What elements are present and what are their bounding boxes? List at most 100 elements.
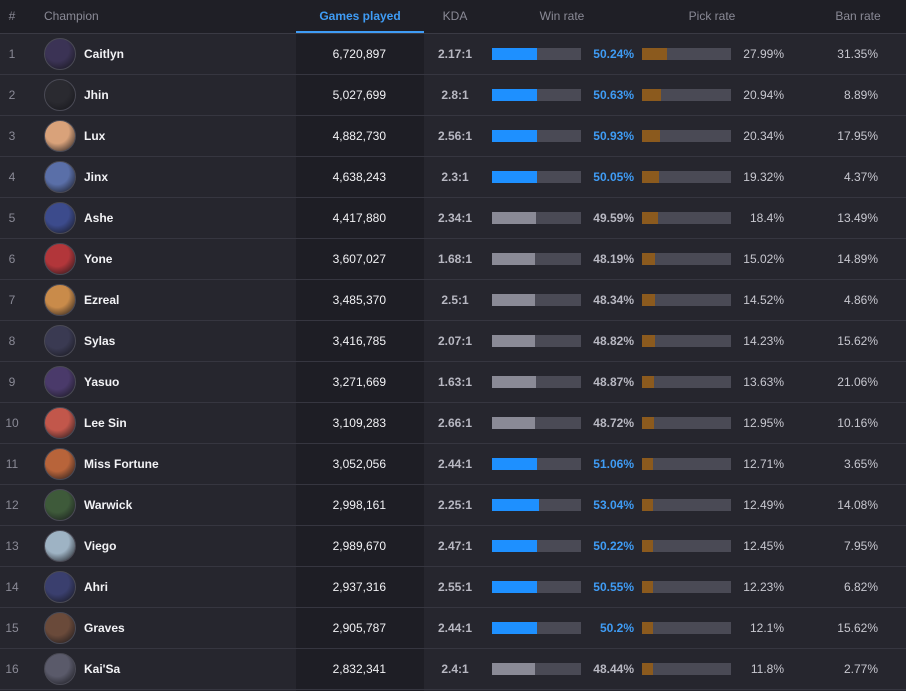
champion-avatar[interactable] — [44, 448, 76, 480]
header-champion[interactable]: Champion — [44, 9, 99, 23]
pick-rate-bar-fill — [642, 622, 653, 634]
champion-name[interactable]: Viego — [84, 539, 117, 553]
champion-avatar[interactable] — [44, 202, 76, 234]
ban-rate-value: 6.82% — [843, 580, 878, 594]
champion-name[interactable]: Graves — [84, 621, 125, 635]
pick-rate-bar — [642, 294, 731, 306]
win-rate-value: 48.82% — [593, 334, 634, 348]
win-rate-bar — [492, 663, 581, 675]
pick-rate-value: 13.63% — [743, 375, 784, 389]
table-header: # Champion Games played KDA Win rate Pic… — [0, 0, 906, 34]
table-row[interactable]: 8 Sylas 3,416,785 2.07:1 48.82% 14.23% 15.62% — [0, 321, 906, 362]
pick-rate-value: 27.99% — [743, 47, 784, 61]
rank-number: 7 — [8, 293, 16, 307]
champion-avatar[interactable] — [44, 161, 76, 193]
win-rate-value: 50.55% — [593, 580, 634, 594]
win-rate-bar-fill — [492, 540, 537, 552]
table-row[interactable]: 4 Jinx 4,638,243 2.3:1 50.05% 19.32% 4.37% — [0, 157, 906, 198]
kda-value: 2.44:1 — [437, 457, 473, 471]
kda-value: 2.25:1 — [437, 498, 473, 512]
win-rate-bar — [492, 499, 581, 511]
pick-rate-value: 11.8% — [750, 662, 784, 676]
champion-name[interactable]: Kai'Sa — [84, 662, 121, 676]
champion-name[interactable]: Lee Sin — [84, 416, 127, 430]
ban-rate-value: 3.65% — [843, 457, 878, 471]
table-row[interactable]: 11 Miss Fortune 3,052,056 2.44:1 51.06% 12.71… — [0, 444, 906, 485]
header-win-rate[interactable]: Win rate — [539, 9, 585, 23]
pick-rate-value: 12.49% — [743, 498, 784, 512]
table-row[interactable]: 14 Ahri 2,937,316 2.55:1 50.55% 12.23% 6.82% — [0, 567, 906, 608]
champion-avatar[interactable] — [44, 489, 76, 521]
kda-value: 2.44:1 — [437, 621, 473, 635]
champion-name[interactable]: Caitlyn — [84, 47, 125, 61]
champion-avatar[interactable] — [44, 612, 76, 644]
header-pick-rate[interactable]: Pick rate — [688, 9, 736, 23]
win-rate-bar — [492, 130, 581, 142]
champion-name[interactable]: Ashe — [84, 211, 114, 225]
games-played-value: 3,607,027 — [332, 252, 386, 266]
win-rate-bar-fill — [492, 212, 537, 224]
champion-avatar[interactable] — [44, 571, 76, 603]
table-row[interactable]: 13 Viego 2,989,670 2.47:1 50.22% 12.45% 7.95% — [0, 526, 906, 567]
champion-avatar[interactable] — [44, 653, 76, 685]
champion-avatar[interactable] — [44, 284, 76, 316]
champion-name[interactable]: Miss Fortune — [84, 457, 159, 471]
champion-name[interactable]: Ezreal — [84, 293, 120, 307]
champion-name[interactable]: Yasuo — [84, 375, 120, 389]
rank-number: 3 — [8, 129, 16, 143]
champion-avatar[interactable] — [44, 243, 76, 275]
champion-avatar[interactable] — [44, 530, 76, 562]
win-rate-bar-fill — [492, 89, 538, 101]
win-rate-bar — [492, 458, 581, 470]
table-row[interactable]: 12 Warwick 2,998,161 2.25:1 53.04% 12.49% 14.0… — [0, 485, 906, 526]
table-row[interactable]: 5 Ashe 4,417,880 2.34:1 49.59% 18.4% 13.49% — [0, 198, 906, 239]
champion-avatar[interactable] — [44, 120, 76, 152]
champion-name[interactable]: Warwick — [84, 498, 133, 512]
header-rank[interactable]: # — [8, 9, 16, 23]
table-row[interactable]: 15 Graves 2,905,787 2.44:1 50.2% 12.1% 15.62% — [0, 608, 906, 649]
pick-rate-value: 14.52% — [743, 293, 784, 307]
ban-rate-value: 14.08% — [837, 498, 878, 512]
pick-rate-value: 12.45% — [743, 539, 784, 553]
champion-name[interactable]: Jhin — [84, 88, 109, 102]
win-rate-value: 48.87% — [593, 375, 634, 389]
ban-rate-value: 13.49% — [837, 211, 878, 225]
table-row[interactable]: 3 Lux 4,882,730 2.56:1 50.93% 20.34% 17.95% — [0, 116, 906, 157]
champion-avatar[interactable] — [44, 366, 76, 398]
table-row[interactable]: 6 Yone 3,607,027 1.68:1 48.19% 15.02% 14.89% — [0, 239, 906, 280]
games-played-value: 3,416,785 — [332, 334, 386, 348]
champion-name[interactable]: Ahri — [84, 580, 108, 594]
games-played-value: 2,998,161 — [332, 498, 386, 512]
win-rate-bar-fill — [492, 376, 536, 388]
champion-avatar[interactable] — [44, 325, 76, 357]
champion-avatar[interactable] — [44, 79, 76, 111]
champion-name[interactable]: Sylas — [84, 334, 116, 348]
games-played-value: 6,720,897 — [332, 47, 386, 61]
champion-name[interactable]: Jinx — [84, 170, 109, 184]
win-rate-bar-fill — [492, 458, 538, 470]
champion-name[interactable]: Yone — [84, 252, 113, 266]
table-row[interactable]: 9 Yasuo 3,271,669 1.63:1 48.87% 13.63% 21.06% — [0, 362, 906, 403]
table-row[interactable]: 16 Kai'Sa 2,832,341 2.4:1 48.44% 11.8% 2.77% — [0, 649, 906, 690]
champion-avatar[interactable] — [44, 38, 76, 70]
header-games-played[interactable]: Games played — [319, 9, 401, 23]
sort-indicator — [296, 31, 424, 33]
win-rate-bar — [492, 171, 581, 183]
ban-rate-value: 4.37% — [843, 170, 878, 184]
table-row[interactable]: 2 Jhin 5,027,699 2.8:1 50.63% 20.94% 8.89% — [0, 75, 906, 116]
win-rate-bar — [492, 253, 581, 265]
header-kda[interactable]: KDA — [442, 9, 468, 23]
win-rate-bar-fill — [492, 499, 540, 511]
win-rate-bar — [492, 581, 581, 593]
table-row[interactable]: 10 Lee Sin 3,109,283 2.66:1 48.72% 12.95% 10.1… — [0, 403, 906, 444]
champion-avatar[interactable] — [44, 407, 76, 439]
table-row[interactable]: 7 Ezreal 3,485,370 2.5:1 48.34% 14.52% 4.86% — [0, 280, 906, 321]
pick-rate-value: 18.4% — [749, 211, 784, 225]
pick-rate-bar — [642, 622, 731, 634]
header-ban-rate[interactable]: Ban rate — [835, 9, 881, 23]
table-row[interactable]: 1 Caitlyn 6,720,897 2.17:1 50.24% 27.99% 31.35… — [0, 34, 906, 75]
win-rate-value: 48.34% — [593, 293, 634, 307]
champion-name[interactable]: Lux — [84, 129, 106, 143]
pick-rate-bar-fill — [642, 417, 654, 429]
win-rate-value: 50.93% — [593, 129, 634, 143]
